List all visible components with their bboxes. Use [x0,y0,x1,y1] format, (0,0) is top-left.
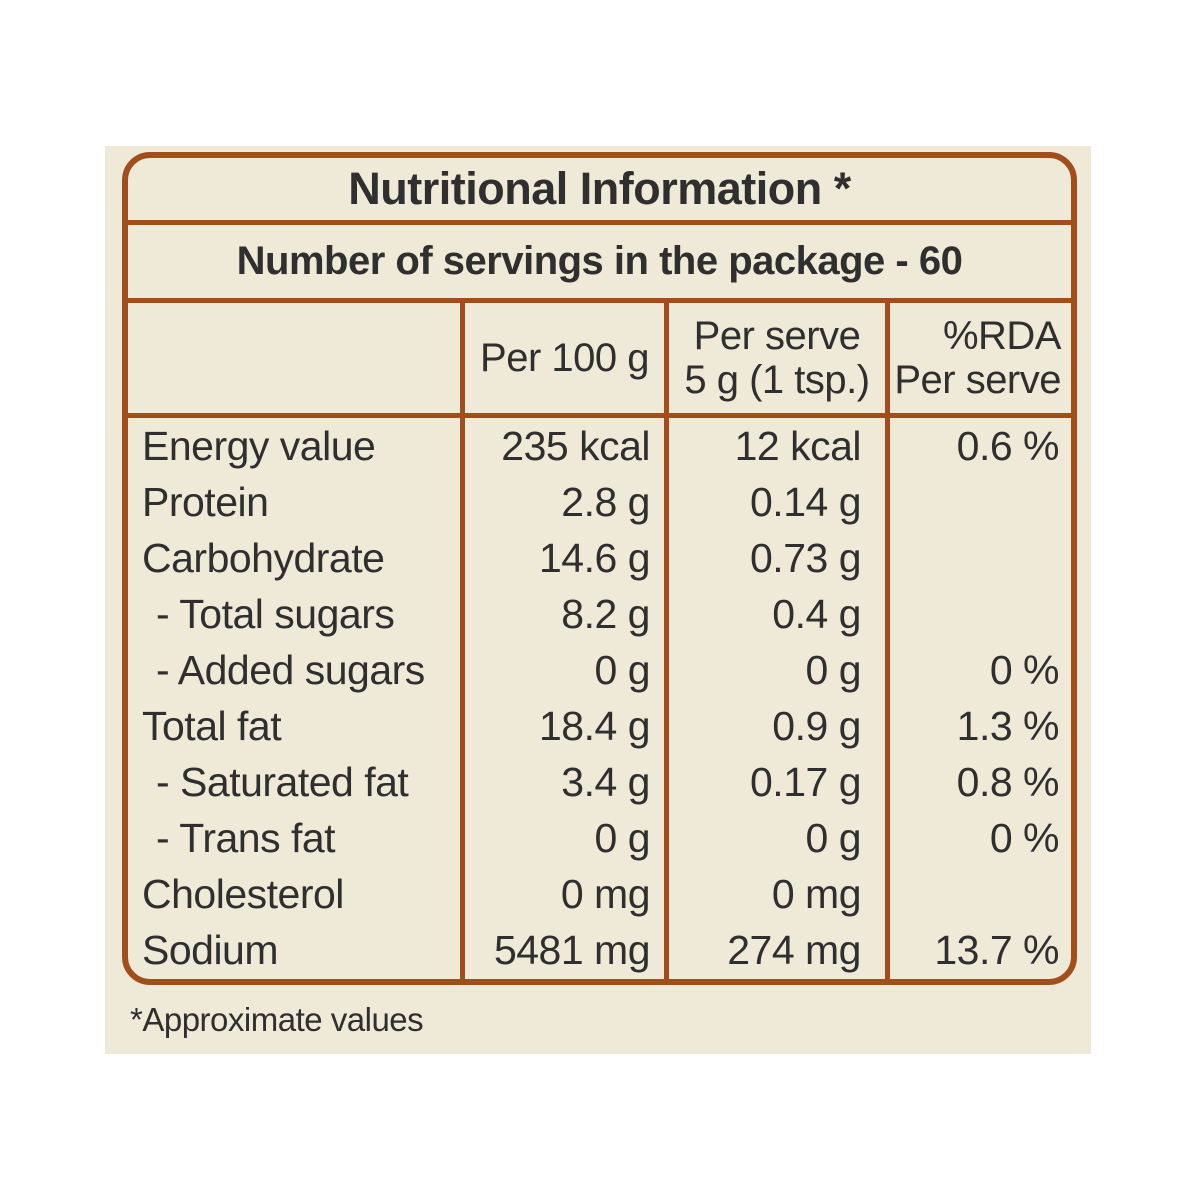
total-fat-label: Total fat [142,703,282,750]
sodium-perserve: 274 mg [664,922,885,979]
trans-fat-label: - Trans fat [156,815,336,862]
trans-fat-rda: 0 % [885,810,1071,867]
table-header-row: Per 100 g Per serve 5 g (1 tsp.) %RDA Pe… [128,303,1071,418]
total-sugars-per100g: 8.2 g [460,586,664,643]
servings-note: Number of servings in the package - 60 [128,225,1071,303]
added-sugars-rda: 0 % [885,642,1071,699]
header-blank [128,303,460,413]
header-per-100g: Per 100 g [460,303,664,413]
header-per-serve: Per serve 5 g (1 tsp.) [664,303,885,413]
total-sugars-label: - Total sugars [156,590,395,637]
carbohydrate-perserve: 0.73 g [664,530,885,587]
energy-perserve: 12 kcal [664,418,885,475]
protein-rda [885,474,1071,531]
added-sugars-label: - Added sugars [156,646,425,693]
sodium-rda: 13.7 % [885,922,1071,979]
header-rda: %RDA Per serve [885,303,1071,413]
total-fat-rda: 1.3 % [885,698,1071,755]
sodium-per100g: 5481 mg [460,922,664,979]
energy-label: Energy value [142,422,376,469]
cholesterol-label: Cholesterol [142,871,344,918]
carbohydrate-label: Carbohydrate [142,534,385,581]
nutrition-table: Nutritional Information * Number of serv… [122,152,1077,985]
energy-rda: 0.6 % [885,418,1071,475]
total-fat-perserve: 0.9 g [664,698,885,755]
total-sugars-perserve: 0.4 g [664,586,885,643]
added-sugars-perserve: 0 g [664,642,885,699]
table-title: Nutritional Information * [128,158,1071,225]
header-rda-line2: Per serve [894,358,1061,402]
table-body: Energy value 235 kcal 12 kcal 0.6 % Prot… [128,418,1071,979]
header-rda-line1: %RDA [942,314,1062,358]
carbohydrate-per100g: 14.6 g [460,530,664,587]
header-per-serve-line1: Per serve [693,314,861,358]
cholesterol-rda [885,866,1071,923]
saturated-fat-label: - Saturated fat [156,759,409,806]
total-sugars-rda [885,586,1071,643]
header-per-serve-line2: 5 g (1 tsp.) [684,358,870,402]
saturated-fat-rda: 0.8 % [885,754,1071,811]
approximate-values-note: *Approximate values [130,1001,424,1038]
header-per-100g-text: Per 100 g [480,336,649,380]
saturated-fat-per100g: 3.4 g [460,754,664,811]
protein-perserve: 0.14 g [664,474,885,531]
protein-label: Protein [142,478,269,525]
trans-fat-perserve: 0 g [664,810,885,867]
cholesterol-per100g: 0 mg [460,866,664,923]
cholesterol-perserve: 0 mg [664,866,885,923]
trans-fat-per100g: 0 g [460,810,664,867]
total-fat-per100g: 18.4 g [460,698,664,755]
added-sugars-per100g: 0 g [460,642,664,699]
protein-per100g: 2.8 g [460,474,664,531]
energy-per100g: 235 kcal [460,418,664,475]
label-panel: Nutritional Information * Number of serv… [105,146,1091,1054]
saturated-fat-perserve: 0.17 g [664,754,885,811]
sodium-label: Sodium [142,927,279,974]
carbohydrate-rda [885,530,1071,587]
